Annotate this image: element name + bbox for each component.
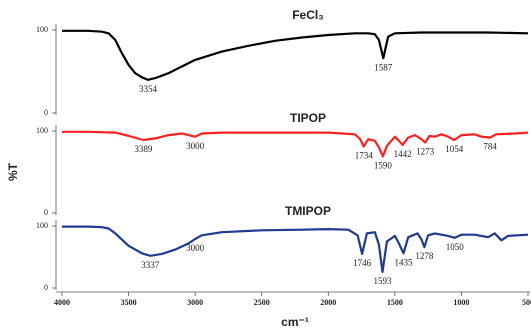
- peak-label: 1050: [446, 242, 465, 252]
- peak-label: 784: [483, 142, 497, 152]
- y-tick-label: 0: [44, 108, 48, 117]
- panel-title: TIPOP: [290, 111, 326, 125]
- peak-label: 3389: [134, 144, 153, 154]
- x-tick-label: 4000: [54, 298, 70, 307]
- peak-label: 1734: [355, 151, 374, 161]
- x-tick-label: 2000: [320, 298, 336, 307]
- peak-label: 3354: [139, 84, 158, 94]
- peak-label: 1746: [353, 258, 372, 268]
- peak-label: 1587: [374, 62, 393, 72]
- peak-label: 1278: [415, 251, 434, 261]
- x-axis-label: cm⁻¹: [281, 315, 309, 329]
- peak-label: 1273: [416, 147, 435, 157]
- peak-label: 1590: [374, 160, 393, 170]
- panel-title: TMIPOP: [285, 204, 331, 218]
- y-tick-label: 100: [36, 25, 48, 34]
- y-tick-label: 100: [36, 126, 48, 135]
- peak-label: 1054: [445, 144, 464, 154]
- peak-label: 3337: [141, 260, 160, 270]
- peak-label: 1442: [394, 149, 412, 159]
- y-axis-label: %T: [6, 162, 20, 181]
- x-tick-label: 1000: [453, 298, 469, 307]
- x-tick-label: 2500: [254, 298, 270, 307]
- peak-label: 1435: [395, 257, 414, 267]
- spectrum-line: [62, 29, 529, 81]
- panel-title: FeCl₃: [292, 8, 324, 22]
- peak-label: 3000: [186, 141, 205, 151]
- x-tick-label: 500: [522, 298, 531, 307]
- peak-label: 3000: [186, 243, 205, 253]
- y-tick-label: 100: [36, 221, 48, 230]
- x-tick-label: 3000: [187, 298, 203, 307]
- spectrum-line: [62, 225, 529, 273]
- spectrum-line: [62, 130, 529, 158]
- x-tick-label: 1500: [387, 298, 403, 307]
- y-tick-label: 0: [44, 208, 48, 217]
- peak-label: 1593: [373, 276, 392, 286]
- y-tick-label: 0: [44, 283, 48, 292]
- x-tick-label: 3500: [121, 298, 137, 307]
